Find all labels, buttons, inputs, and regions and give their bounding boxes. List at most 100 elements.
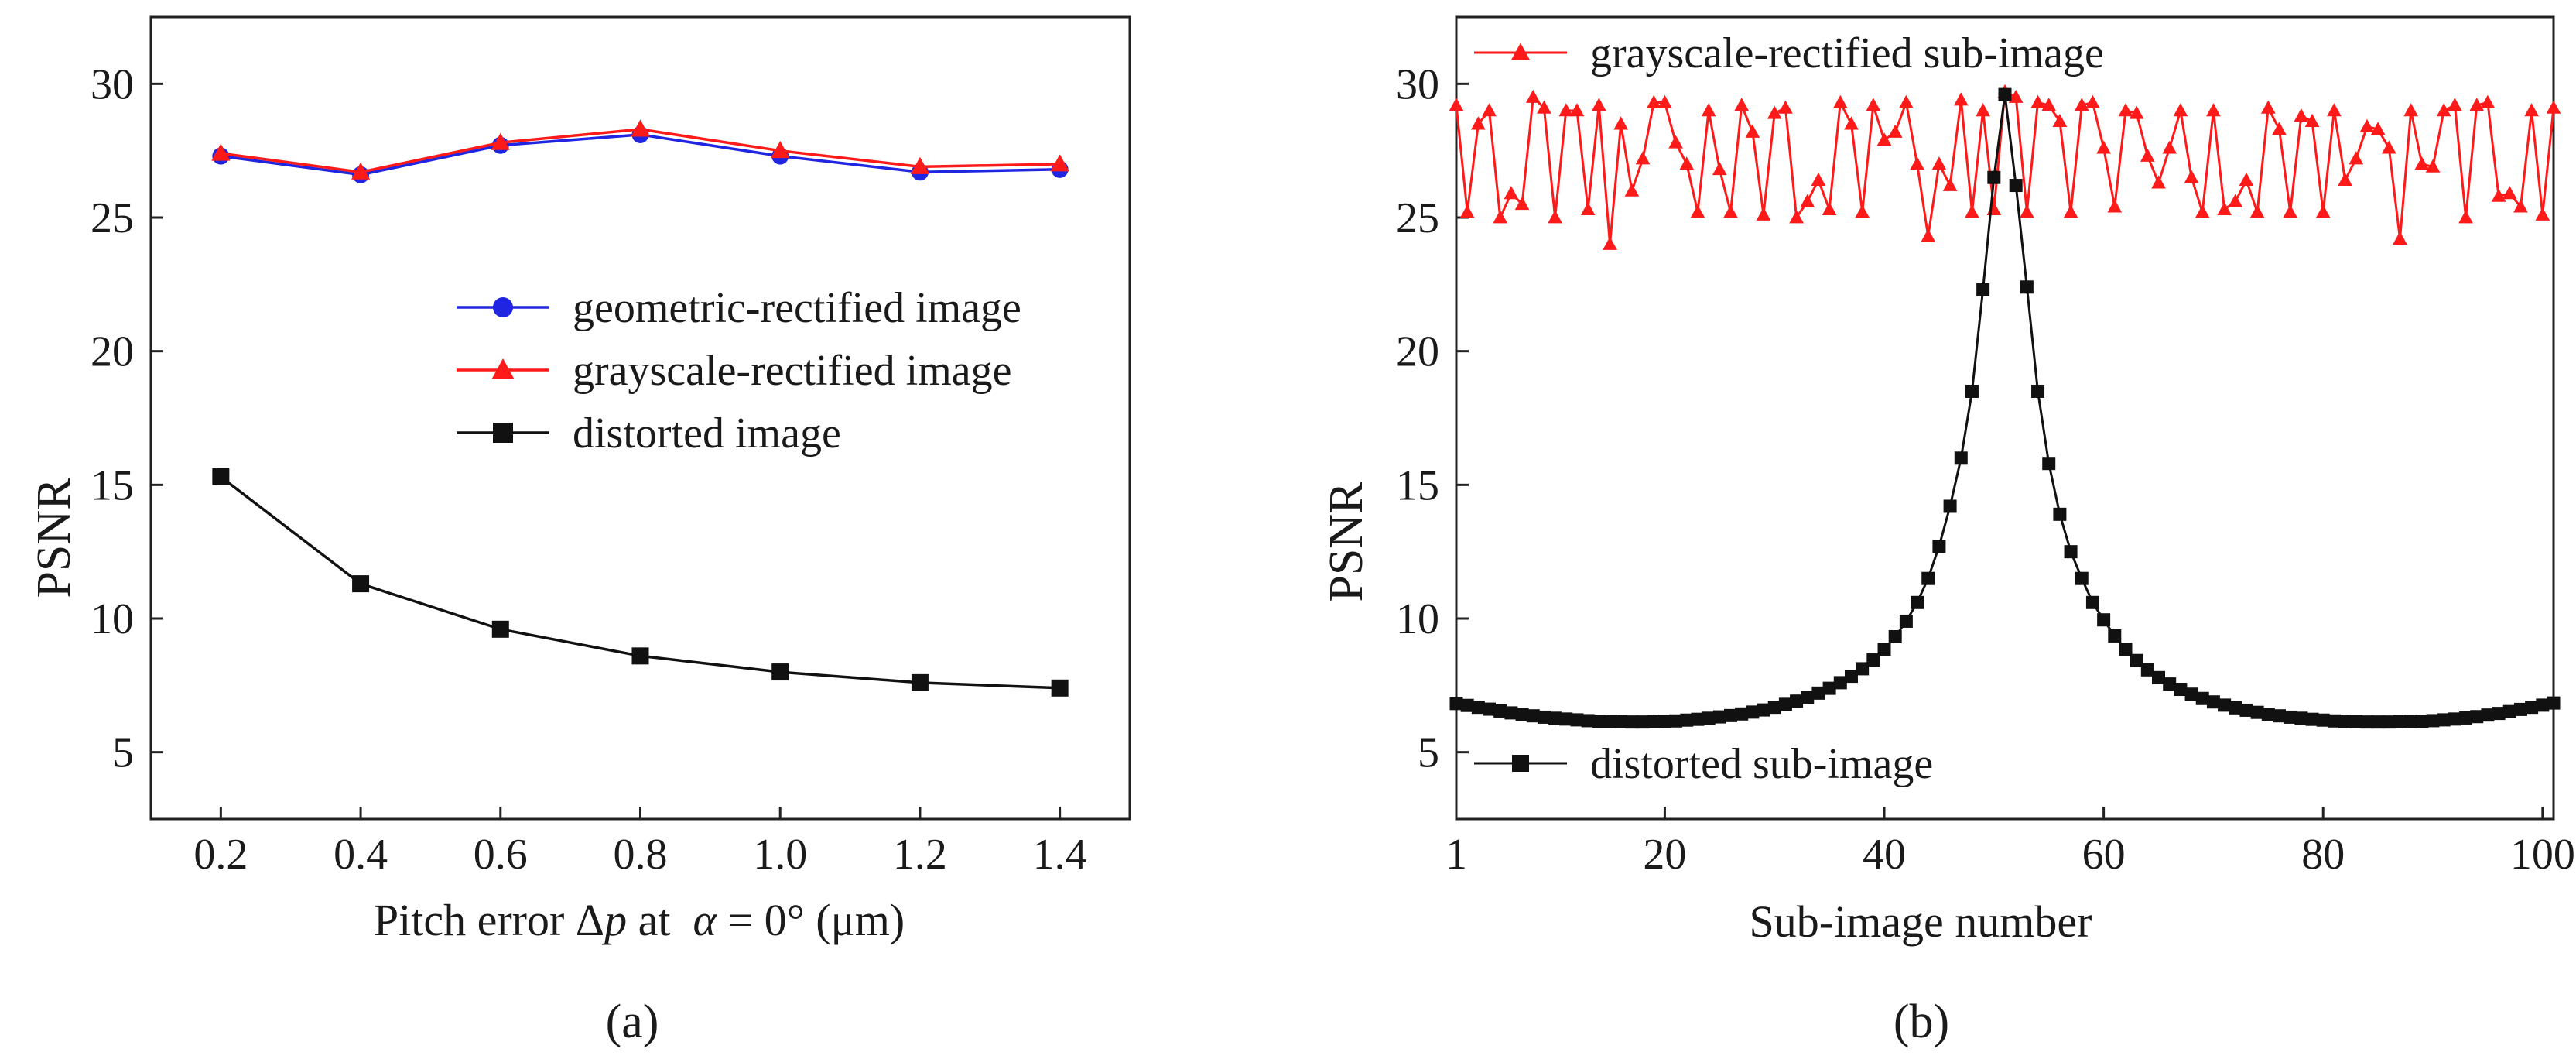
panel-b-series-1-point: [1887, 124, 1903, 138]
panel-b-series-1-point: [1482, 103, 1497, 117]
panel-a-series-2-point: [910, 156, 930, 174]
panel-a-series-2-point: [631, 119, 650, 137]
panel-b-series-1-point: [2349, 151, 2364, 165]
panel-a-legend-marker: [491, 358, 515, 379]
panel-b-series-1-point: [2173, 103, 2188, 117]
panel-b-series-2-point: [2481, 708, 2495, 722]
panel-b-series-2-point: [1757, 703, 1770, 717]
panel-b-series-1-point: [2403, 103, 2419, 117]
panel-b-series-1-point: [1910, 156, 1924, 170]
panel-b-series-1-point: [2458, 210, 2473, 224]
panel-b-x-tick-label: 60: [2082, 831, 2126, 879]
panel-a-y-axis-label: PSNR: [28, 478, 80, 598]
panel-a-series-3-point: [352, 575, 370, 593]
panel-b-series-1-point: [1690, 204, 1705, 218]
panel-b-series-1-point: [1537, 100, 1551, 114]
panel-b-series-1-point: [2074, 98, 2089, 111]
panel-b-series-2-point: [2119, 643, 2133, 656]
panel-b-series-2-point: [2305, 712, 2319, 726]
panel-b-series-2-point: [1504, 706, 1518, 720]
panel-b-series-2-point: [2152, 670, 2166, 684]
panel-b-series-2-point: [2108, 629, 2122, 643]
panel-b-series-2-point: [1449, 697, 1463, 711]
panel-a-legend-1: geometric-rectified image grayscale-recti…: [457, 284, 1021, 458]
panel-b-series-2-point: [1471, 701, 1485, 715]
panel-b-series-1-point: [2239, 172, 2254, 186]
panel-a-x-tick-label: 0.2: [193, 831, 248, 879]
panel-b-series-2-point: [2294, 711, 2308, 725]
panel-b-series-2-point: [2195, 691, 2209, 705]
panel-b-series-1-point: [2359, 118, 2375, 132]
panel-b-series-1-point: [2085, 94, 2100, 108]
panel-b-series-2-point: [1767, 701, 1781, 715]
panel-b-series-1: [1449, 84, 2561, 250]
panel-b-series-2-point: [2184, 687, 2198, 701]
panel-a-legend-label: distorted image: [573, 410, 841, 458]
panel-b-series-2-point: [2316, 713, 2330, 727]
panel-b-series-1-point: [1876, 132, 1892, 146]
panel-b-series-1-point: [1921, 228, 1936, 242]
panel-b-series-2-point: [1657, 715, 1671, 728]
panel-b-label: (b): [1894, 996, 1949, 1048]
panel-a-legend-label: geometric-rectified image: [573, 284, 1021, 332]
panel-b-series-2-point: [1976, 283, 1990, 296]
panel-b-series-2-point: [2492, 707, 2506, 721]
panel-b-series-2-point: [1515, 708, 1529, 721]
panel-b-series-2-point: [2053, 507, 2067, 521]
panel-b-series-1-point: [2436, 103, 2451, 117]
panel-a-series-3-point: [212, 468, 230, 485]
panel-b-series-2-point: [1493, 704, 1507, 718]
panel-b-series-1-point: [1723, 204, 1738, 218]
panel-b-series-2-point: [2075, 571, 2089, 585]
panel-b-series-1-point: [2162, 140, 2177, 154]
panel-b-series-2-point: [1932, 540, 1946, 553]
panel-b-series-1-point: [2118, 103, 2133, 117]
panel-b-series-1-point: [2535, 207, 2550, 221]
panel-b-series-2-point: [2130, 653, 2143, 667]
panel-b-series-1-point: [1855, 204, 1870, 218]
panel-a-x-label-part-4: α: [693, 895, 717, 945]
panel-b-legend-marker: [1510, 43, 1531, 60]
panel-b-series-2-point: [1921, 571, 1935, 585]
panel-b-series-2-point: [1636, 715, 1650, 729]
panel-b-series-1-point: [2370, 122, 2386, 135]
panel-b-series-2-point: [2085, 595, 2099, 609]
panel-b-series-1-point: [2283, 204, 2298, 218]
panel-b-series-1-point: [1613, 116, 1629, 130]
panel-b-series-2-point: [1614, 715, 1628, 728]
panel-b-series-1-point: [2151, 175, 2166, 189]
panel-b-series-2-point: [1669, 714, 1683, 728]
panel-b-series-2-point: [2140, 663, 2154, 677]
panel-a-y-tick-label: 5: [112, 729, 134, 777]
panel-b-series-2-point: [1625, 715, 1639, 729]
panel-b-series-1-point: [1449, 98, 1464, 111]
panel-b-series-1-point: [1811, 172, 1826, 186]
panel-b-series-2-point: [1822, 681, 1836, 695]
panel-b-series-1-point: [2524, 103, 2539, 117]
panel-b-series-2: [1449, 87, 2561, 729]
panel-b-series-1-point: [1548, 210, 1562, 224]
panel-a-x-tick-label: 0.4: [334, 831, 388, 879]
panel-b-series-1-point: [1832, 94, 1848, 108]
panel-b-series-2-point: [1866, 653, 1880, 667]
panel-b-series-1-point: [1778, 100, 1793, 114]
panel-b-series-1-point: [1899, 94, 1914, 108]
panel-b-series-2-point: [2284, 710, 2297, 724]
panel-b-series-2-point: [2020, 280, 2034, 294]
panel-b-series-2-point: [2261, 708, 2275, 721]
panel-b-series-1-point: [1965, 204, 1979, 218]
panel-b-series-2-point: [2415, 715, 2429, 728]
panel-b-series-1-point: [2195, 204, 2210, 218]
panel-b-frame: [1455, 15, 2555, 821]
panel-b-y-tick-label: 30: [1396, 60, 1439, 108]
panel-b-series-2-point: [2327, 714, 2341, 728]
panel-b-series-1-point: [2041, 98, 2057, 111]
panel-b-series-1-point: [2140, 148, 2155, 162]
panel-b-series-1-point: [2217, 201, 2232, 215]
panel-b-series-1-point: [1624, 183, 1640, 197]
panel-b-legend-label: grayscale-rectified sub-image: [1590, 29, 2104, 77]
panel-b-series-1-point: [2393, 231, 2407, 245]
panel-b-legend-1: grayscale-rectified sub-image: [1474, 29, 2104, 77]
panel-b-series-2-point: [1712, 710, 1726, 724]
